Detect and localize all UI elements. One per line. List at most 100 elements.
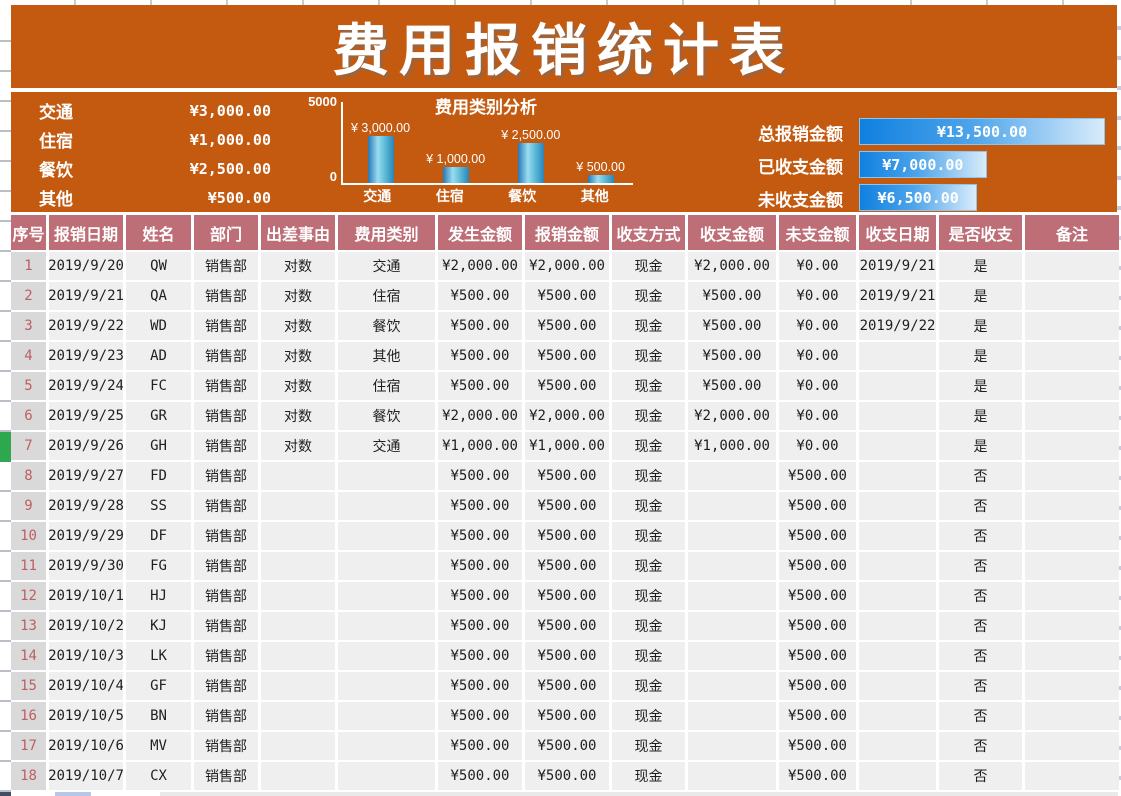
- table-cell[interactable]: GF: [126, 672, 191, 700]
- table-cell[interactable]: 否: [939, 642, 1022, 670]
- table-cell[interactable]: [1025, 582, 1119, 610]
- table-cell[interactable]: 2019/9/29: [49, 522, 123, 550]
- table-cell[interactable]: 销售部: [194, 492, 258, 520]
- table-cell[interactable]: 现金: [612, 732, 685, 760]
- table-cell[interactable]: FD: [126, 462, 191, 490]
- table-cell[interactable]: DF: [126, 522, 191, 550]
- table-cell[interactable]: GR: [126, 402, 191, 430]
- table-cell[interactable]: [859, 642, 936, 670]
- table-cell[interactable]: ¥1,000.00: [525, 432, 609, 460]
- table-cell[interactable]: 否: [939, 492, 1022, 520]
- table-cell[interactable]: [261, 582, 335, 610]
- table-cell[interactable]: MV: [126, 732, 191, 760]
- table-cell[interactable]: ¥500.00: [779, 702, 856, 730]
- table-cell[interactable]: [1025, 522, 1119, 550]
- column-header-cell[interactable]: 是否收支: [939, 215, 1022, 250]
- table-cell[interactable]: [338, 582, 435, 610]
- table-cell[interactable]: [859, 342, 936, 370]
- table-cell[interactable]: 销售部: [194, 342, 258, 370]
- table-cell[interactable]: ¥500.00: [438, 612, 522, 640]
- table-cell[interactable]: [859, 462, 936, 490]
- table-cell[interactable]: [688, 702, 776, 730]
- table-cell[interactable]: 是: [939, 402, 1022, 430]
- table-cell[interactable]: 交通: [338, 252, 435, 280]
- table-cell[interactable]: 现金: [612, 432, 685, 460]
- table-cell[interactable]: FC: [126, 372, 191, 400]
- column-header-cell[interactable]: 姓名: [126, 215, 191, 250]
- column-header-cell[interactable]: 出差事由: [261, 215, 335, 250]
- table-cell[interactable]: 是: [939, 432, 1022, 460]
- table-cell[interactable]: ¥500.00: [525, 672, 609, 700]
- row-number-cell[interactable]: 18: [11, 762, 46, 790]
- table-cell[interactable]: 销售部: [194, 252, 258, 280]
- row-number-cell[interactable]: 14: [11, 642, 46, 670]
- table-cell[interactable]: 2019/10/5: [49, 702, 123, 730]
- table-cell[interactable]: [261, 762, 335, 790]
- table-cell[interactable]: QA: [126, 282, 191, 310]
- table-cell[interactable]: ¥500.00: [779, 612, 856, 640]
- table-cell[interactable]: ¥500.00: [525, 552, 609, 580]
- table-cell[interactable]: 2019/9/24: [49, 372, 123, 400]
- table-cell[interactable]: 否: [939, 702, 1022, 730]
- table-cell[interactable]: [261, 612, 335, 640]
- table-cell[interactable]: [261, 642, 335, 670]
- table-cell[interactable]: [1025, 432, 1119, 460]
- table-cell[interactable]: ¥500.00: [438, 672, 522, 700]
- totals-databar-track[interactable]: ¥7,000.00: [859, 151, 1105, 180]
- table-cell[interactable]: HJ: [126, 582, 191, 610]
- table-cell[interactable]: 销售部: [194, 312, 258, 340]
- table-cell[interactable]: [338, 732, 435, 760]
- table-cell[interactable]: 现金: [612, 252, 685, 280]
- table-cell[interactable]: 是: [939, 372, 1022, 400]
- table-cell[interactable]: [1025, 762, 1119, 790]
- table-cell[interactable]: KJ: [126, 612, 191, 640]
- table-cell[interactable]: ¥500.00: [525, 702, 609, 730]
- summary-row[interactable]: 餐饮 ¥2,500.00: [39, 154, 271, 183]
- table-cell[interactable]: 2019/9/21: [859, 282, 936, 310]
- table-cell[interactable]: 2019/9/20: [49, 252, 123, 280]
- table-cell[interactable]: [688, 582, 776, 610]
- table-cell[interactable]: [859, 522, 936, 550]
- table-cell[interactable]: [688, 492, 776, 520]
- table-cell[interactable]: [1025, 672, 1119, 700]
- table-cell[interactable]: ¥500.00: [438, 582, 522, 610]
- table-cell[interactable]: 销售部: [194, 732, 258, 760]
- table-cell[interactable]: 现金: [612, 672, 685, 700]
- totals-databar-track[interactable]: ¥13,500.00: [859, 118, 1105, 147]
- table-cell[interactable]: 现金: [612, 402, 685, 430]
- table-cell[interactable]: ¥500.00: [688, 282, 776, 310]
- table-cell[interactable]: 2019/10/2: [49, 612, 123, 640]
- table-cell[interactable]: [688, 732, 776, 760]
- table-cell[interactable]: 销售部: [194, 672, 258, 700]
- table-cell[interactable]: [261, 552, 335, 580]
- table-cell[interactable]: ¥500.00: [438, 552, 522, 580]
- table-cell[interactable]: ¥0.00: [779, 282, 856, 310]
- table-cell[interactable]: 否: [939, 612, 1022, 640]
- table-cell[interactable]: QW: [126, 252, 191, 280]
- table-cell[interactable]: ¥500.00: [525, 342, 609, 370]
- table-cell[interactable]: [688, 672, 776, 700]
- table-cell[interactable]: 销售部: [194, 552, 258, 580]
- table-cell[interactable]: 对数: [261, 432, 335, 460]
- row-number-cell[interactable]: 1: [11, 252, 46, 280]
- table-cell[interactable]: 现金: [612, 612, 685, 640]
- table-cell[interactable]: 销售部: [194, 282, 258, 310]
- table-cell[interactable]: ¥500.00: [779, 522, 856, 550]
- table-cell[interactable]: [688, 462, 776, 490]
- table-cell[interactable]: [338, 462, 435, 490]
- table-cell[interactable]: ¥500.00: [779, 762, 856, 790]
- table-cell[interactable]: ¥1,000.00: [438, 432, 522, 460]
- table-cell[interactable]: [261, 522, 335, 550]
- row-number-cell[interactable]: 13: [11, 612, 46, 640]
- table-cell[interactable]: ¥0.00: [779, 252, 856, 280]
- table-cell[interactable]: 2019/10/6: [49, 732, 123, 760]
- table-cell[interactable]: ¥500.00: [438, 762, 522, 790]
- table-cell[interactable]: ¥500.00: [525, 372, 609, 400]
- column-header-cell[interactable]: 未支金额: [779, 215, 856, 250]
- table-cell[interactable]: [859, 672, 936, 700]
- table-cell[interactable]: ¥500.00: [438, 732, 522, 760]
- table-cell[interactable]: ¥0.00: [779, 312, 856, 340]
- column-header-cell[interactable]: 备注: [1025, 215, 1119, 250]
- table-cell[interactable]: ¥500.00: [688, 342, 776, 370]
- table-cell[interactable]: [1025, 552, 1119, 580]
